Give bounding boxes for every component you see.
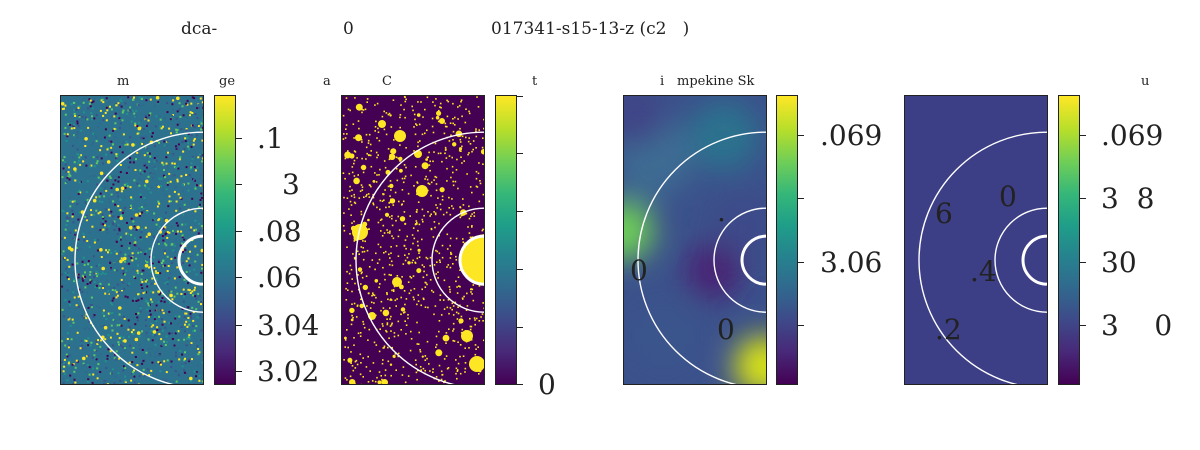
panel-4-annotation: .4: [970, 255, 997, 288]
colorbar-1-tick-label: 3.04: [257, 309, 320, 342]
colorbar-4-tick: [1080, 325, 1086, 326]
colorbar-1-tick-label: 3.02: [257, 355, 320, 388]
colorbar-1-tick: [236, 138, 242, 139]
panel-2-title: C: [382, 74, 392, 89]
colorbar-3: [776, 95, 798, 385]
colorbar-3-tick-label: .069: [820, 119, 883, 152]
panel-1-image: [60, 95, 204, 385]
panel-4-annotation: .2: [935, 313, 962, 346]
radial-rings: [918, 131, 1047, 384]
colorbar-2-tick: [517, 153, 523, 154]
colorbar-2: [495, 95, 517, 385]
panel-4-annotation: 6: [935, 197, 953, 230]
colorbar-1-tick-label: .1: [257, 122, 284, 155]
panel-2-image: [341, 95, 485, 385]
colorbar-1-tick: [236, 325, 242, 326]
colorbar-1-tick: [236, 277, 242, 278]
panel-3-annotation: 0: [717, 313, 735, 346]
colorbar-3-tick: [798, 198, 804, 199]
colorbar-1: [214, 95, 236, 385]
colorbar-3-tick: [798, 135, 804, 136]
colorbar-1-title: ge: [219, 74, 236, 89]
colorbar-4-tick-label: 30: [1101, 246, 1137, 279]
panel-2-title: a: [323, 74, 331, 89]
panel-3-title: i: [660, 74, 665, 89]
colorbar-3-tick: [798, 325, 804, 326]
radial-rings: [74, 131, 203, 384]
colorbar-1-tick-label: .08: [257, 215, 302, 248]
colorbar-1-tick-label: .06: [257, 261, 302, 294]
colorbar-3-tick-label: 3.06: [820, 246, 883, 279]
suptitle-part-3: 017341-s15-13-z (c2 ): [491, 19, 690, 39]
suptitle-part-2: 0: [343, 19, 354, 39]
colorbar-4-tick-label: .069: [1101, 119, 1164, 152]
panel-3-annotation: 0: [630, 254, 648, 287]
colorbar-1-tick-label: 3: [282, 168, 300, 201]
panel-4-image: [904, 95, 1048, 385]
heatmap-image: [905, 96, 1047, 384]
colorbar-4-tick-label: 3 0: [1101, 309, 1173, 342]
colorbar-1-tick: [236, 184, 242, 185]
colorbar-2-tick: [517, 211, 523, 212]
panel-3-title: mpekine Sk: [677, 74, 755, 89]
colorbar-3-tick: [798, 262, 804, 263]
heatmap-image: [61, 96, 203, 384]
colorbar-4-tick: [1080, 262, 1086, 263]
colorbar-1-tick: [236, 371, 242, 372]
heatmap-image: [624, 96, 766, 384]
radial-rings: [637, 131, 766, 384]
colorbar-2-tick: [517, 269, 523, 270]
panel-1-title: m: [117, 74, 130, 89]
panel-3-image: [623, 95, 767, 385]
suptitle-part-1: dca-: [181, 19, 218, 39]
colorbar-4-title: u: [1141, 74, 1150, 89]
radial-rings: [355, 131, 484, 384]
heatmap-image: [342, 96, 484, 384]
colorbar-4-tick: [1080, 198, 1086, 199]
colorbar-4-tick: [1080, 135, 1086, 136]
colorbar-2-tick: [517, 96, 523, 97]
panel-4-annotation: 0: [999, 180, 1017, 213]
colorbar-2-tick-label: 0: [538, 368, 556, 401]
colorbar-2-title: t: [532, 74, 538, 89]
panel-3-annotation: .: [717, 195, 726, 228]
colorbar-4-tick-label: 3 8: [1101, 182, 1155, 215]
colorbar-2-tick: [517, 384, 523, 385]
colorbar-2-tick: [517, 327, 523, 328]
colorbar-1-tick: [236, 231, 242, 232]
colorbar-4: [1058, 95, 1080, 385]
